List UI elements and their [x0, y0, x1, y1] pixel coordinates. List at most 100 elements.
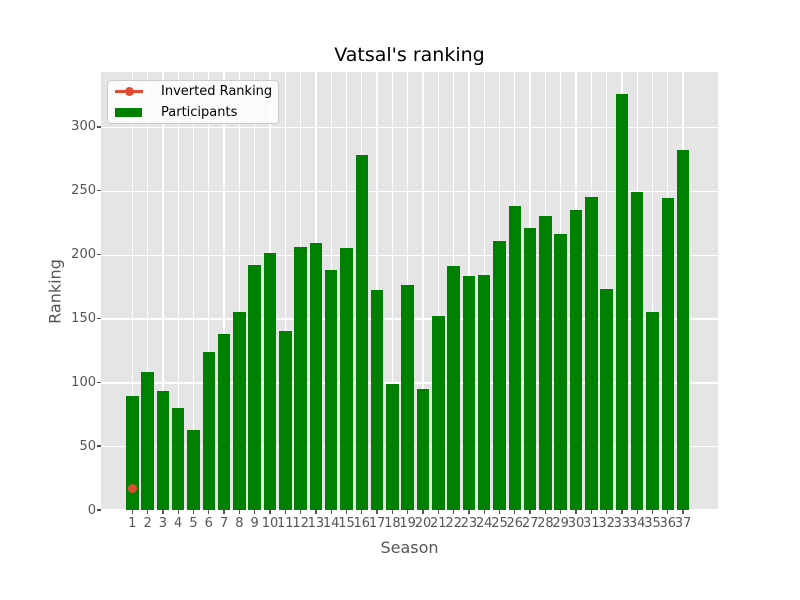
x-tick-label-29: 29: [552, 516, 569, 531]
x-tick-label-16: 16: [353, 516, 371, 531]
bar-season-10: [263, 253, 277, 510]
y-tick-mark-200: [97, 253, 101, 256]
y-tick-label-0: 0: [87, 502, 96, 518]
x-tick-mark-5: [192, 510, 195, 514]
x-tick-label-30: 30: [567, 516, 585, 531]
x-tick-mark-29: [560, 510, 562, 514]
x-tick-label-11: 11: [277, 516, 294, 531]
x-tick-mark-19: [407, 510, 409, 514]
x-axis-label: Season: [380, 538, 439, 557]
x-tick-mark-30: [575, 510, 577, 514]
bar-season-3: [156, 391, 170, 510]
gridline-y-300: [101, 126, 718, 129]
bar-season-12: [294, 246, 307, 510]
x-tick-mark-35: [651, 510, 654, 514]
x-tick-label-22: 22: [445, 516, 462, 531]
x-tick-mark-1: [131, 510, 133, 514]
x-tick-mark-12: [299, 510, 302, 514]
x-tick-mark-18: [391, 510, 394, 514]
x-tick-mark-15: [345, 510, 348, 514]
gridline-x-6: [208, 72, 210, 510]
x-tick-label-35: 35: [644, 516, 661, 531]
x-tick-label-17: 17: [368, 516, 386, 531]
bar-season-29: [554, 234, 567, 510]
x-tick-mark-22: [452, 510, 455, 514]
y-tick-mark-0: [97, 509, 101, 511]
x-tick-label-6: 6: [204, 516, 213, 531]
x-tick-label-21: 21: [430, 516, 447, 531]
y-tick-label-200: 200: [71, 247, 96, 263]
bar-season-8: [233, 312, 246, 510]
x-tick-label-4: 4: [174, 516, 183, 531]
bar-season-36: [661, 198, 675, 510]
x-tick-mark-27: [529, 510, 531, 514]
x-tick-mark-8: [238, 510, 241, 514]
x-tick-label-10: 10: [261, 516, 279, 531]
x-tick-mark-9: [254, 510, 256, 514]
x-tick-label-2: 2: [143, 516, 152, 531]
gridline-x-7: [223, 72, 225, 510]
x-tick-label-1: 1: [128, 516, 137, 531]
legend-label-inverted-ranking: Inverted Ranking: [161, 84, 273, 99]
bar-season-24: [477, 275, 491, 510]
x-tick-label-7: 7: [219, 516, 229, 531]
x-tick-mark-13: [315, 510, 317, 514]
x-tick-mark-16: [361, 510, 363, 514]
chart-title: Vatsal's ranking: [334, 44, 485, 66]
bar-season-13: [309, 243, 323, 510]
bar-season-37: [676, 149, 690, 510]
x-tick-label-32: 32: [598, 516, 615, 531]
bar-season-34: [630, 192, 644, 510]
bar-season-30: [569, 209, 583, 510]
inverted-ranking-point-season-1: [127, 483, 137, 493]
y-tick-label-50: 50: [79, 438, 96, 454]
x-tick-label-25: 25: [491, 516, 508, 531]
x-tick-label-18: 18: [384, 516, 401, 531]
x-tick-label-14: 14: [322, 516, 340, 531]
gridline-x-35: [651, 72, 654, 510]
x-tick-label-13: 13: [307, 516, 325, 531]
x-tick-label-5: 5: [189, 516, 198, 531]
y-tick-mark-300: [97, 126, 101, 128]
x-tick-mark-3: [162, 510, 164, 514]
x-tick-mark-11: [284, 510, 286, 514]
x-tick-label-31: 31: [583, 516, 600, 531]
bar-season-1: [126, 396, 139, 510]
x-tick-mark-14: [330, 510, 332, 514]
x-tick-mark-21: [437, 510, 439, 514]
gridline-x-1: [131, 72, 133, 510]
x-tick-mark-7: [223, 510, 225, 514]
legend-label-participants: Participants: [161, 105, 238, 120]
gridline-x-21: [437, 72, 439, 510]
bar-season-20: [416, 388, 430, 510]
gridline-x-18: [391, 72, 394, 510]
x-tick-mark-34: [636, 510, 638, 514]
x-tick-label-3: 3: [158, 516, 168, 531]
x-tick-label-34: 34: [628, 516, 646, 531]
x-tick-label-23: 23: [460, 516, 478, 531]
gridline-y-200: [101, 254, 718, 256]
bar-season-2: [141, 372, 154, 510]
x-tick-label-28: 28: [537, 516, 554, 531]
x-tick-mark-23: [468, 510, 470, 514]
bar-season-14: [324, 269, 338, 510]
bar-season-22: [447, 266, 460, 510]
bar-season-6: [202, 351, 216, 510]
y-tick-mark-250: [97, 190, 101, 192]
gridline-x-20: [422, 72, 424, 510]
x-tick-mark-36: [667, 510, 669, 514]
bar-season-18: [386, 383, 399, 510]
green-swatch-icon: [115, 108, 142, 117]
x-tick-label-33: 33: [613, 516, 631, 531]
y-tick-mark-50: [97, 445, 101, 447]
gridline-x-3: [162, 72, 164, 510]
bar-season-32: [600, 289, 613, 510]
gridline-x-5: [192, 72, 195, 510]
legend: Inverted Ranking Participants: [107, 80, 279, 124]
bar-season-9: [248, 264, 261, 510]
bar-season-31: [585, 197, 598, 510]
x-tick-mark-2: [146, 510, 149, 514]
x-tick-mark-25: [498, 510, 501, 514]
bar-season-11: [279, 331, 292, 510]
x-tick-mark-31: [590, 510, 592, 514]
